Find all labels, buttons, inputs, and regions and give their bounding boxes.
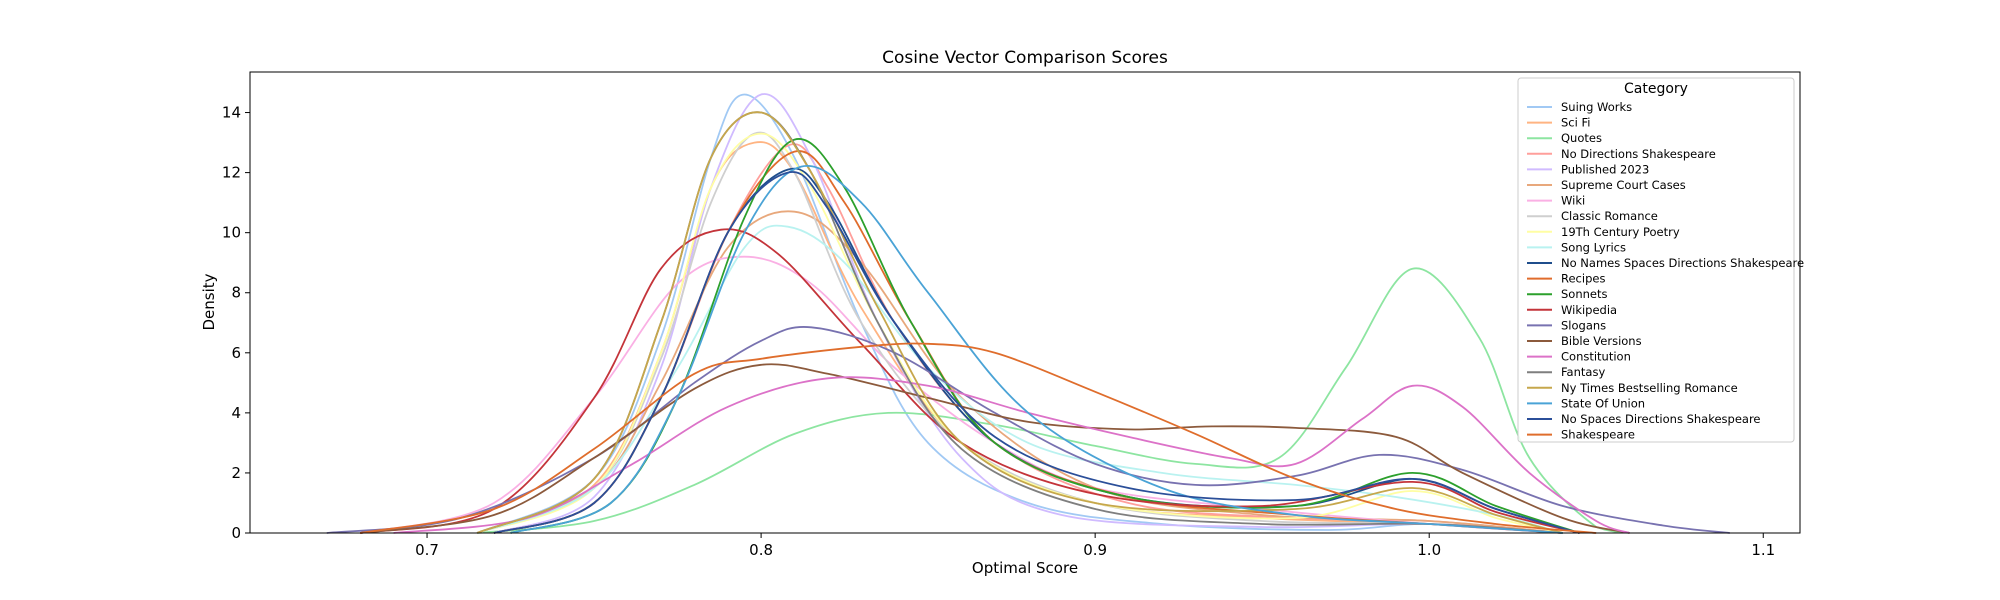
y-tick-label: 0 — [231, 524, 241, 542]
x-axis: 0.7 0.8 0.9 1.0 1.1 — [415, 533, 1775, 559]
legend-box — [1517, 77, 1795, 443]
y-tick-label: 6 — [231, 344, 241, 362]
y-tick-label: 2 — [231, 464, 241, 482]
x-tick-label: 1.0 — [1417, 541, 1441, 559]
legend-entry-label: Supreme Court Cases — [1561, 178, 1686, 192]
y-tick-label: 12 — [222, 164, 241, 182]
y-axis-label: Density — [200, 273, 218, 330]
legend-entry-label: No Directions Shakespeare — [1561, 147, 1716, 161]
legend-entry-label: Recipes — [1561, 272, 1605, 286]
series-line-shakespeare — [360, 342, 1597, 534]
x-tick-label: 0.8 — [749, 541, 773, 559]
legend-entry-label: 19Th Century Poetry — [1561, 225, 1680, 239]
legend-entry-label: Shakespeare — [1561, 428, 1635, 442]
legend-entry-label: Quotes — [1561, 131, 1602, 145]
series-line-state-of-union — [510, 164, 1563, 534]
legend-entry-label: Constitution — [1561, 350, 1631, 364]
legend-entry-label: No Names Spaces Directions Shakespeare — [1561, 256, 1804, 270]
y-tick-label: 4 — [231, 404, 241, 422]
legend-entry-label: Suing Works — [1561, 100, 1632, 114]
series-line-wiki — [360, 255, 1563, 534]
x-tick-label: 0.7 — [415, 541, 439, 559]
legend-entry-label: Fantasy — [1561, 365, 1605, 379]
chart-title: Cosine Vector Comparison Scores — [882, 48, 1168, 68]
legend-entry-label: Song Lyrics — [1561, 240, 1626, 254]
density-curves — [326, 93, 1730, 534]
legend-entry-label: Published 2023 — [1561, 162, 1649, 176]
plot-frame — [249, 71, 1801, 534]
legend-entry-label: Bible Versions — [1561, 334, 1642, 348]
series-line-published-2023 — [493, 93, 1563, 534]
y-tick-label: 8 — [231, 284, 241, 302]
series-line-ny-times-bestselling-romance — [476, 111, 1564, 534]
x-tick-label: 1.1 — [1751, 541, 1775, 559]
legend-entry-label: Classic Romance — [1561, 209, 1658, 223]
legend-title: Category — [1624, 81, 1688, 97]
y-axis: 0 2 4 6 8 10 12 14 — [222, 104, 250, 542]
legend-entry-label: Slogans — [1561, 318, 1606, 332]
legend-entry-label: Ny Times Bestselling Romance — [1561, 381, 1738, 395]
x-tick-label: 0.9 — [1083, 541, 1107, 559]
y-tick-label: 10 — [222, 224, 241, 242]
series-line-classic-romance — [476, 131, 1563, 534]
legend-entry-label: Wikipedia — [1561, 303, 1617, 317]
legend-entry-label: State Of Union — [1561, 396, 1645, 410]
series-line-wikipedia — [360, 228, 1580, 534]
series-line-quotes — [477, 267, 1630, 534]
x-axis-label: Optimal Score — [972, 559, 1078, 577]
legend-entry-label: Sci Fi — [1561, 116, 1590, 130]
legend-entry-label: Sonnets — [1561, 287, 1608, 301]
series-line-bible-versions — [360, 363, 1630, 534]
y-tick-label: 14 — [222, 104, 241, 122]
legend-entry-label: No Spaces Directions Shakespeare — [1561, 412, 1761, 426]
legend-entry-label: Wiki — [1561, 194, 1585, 208]
